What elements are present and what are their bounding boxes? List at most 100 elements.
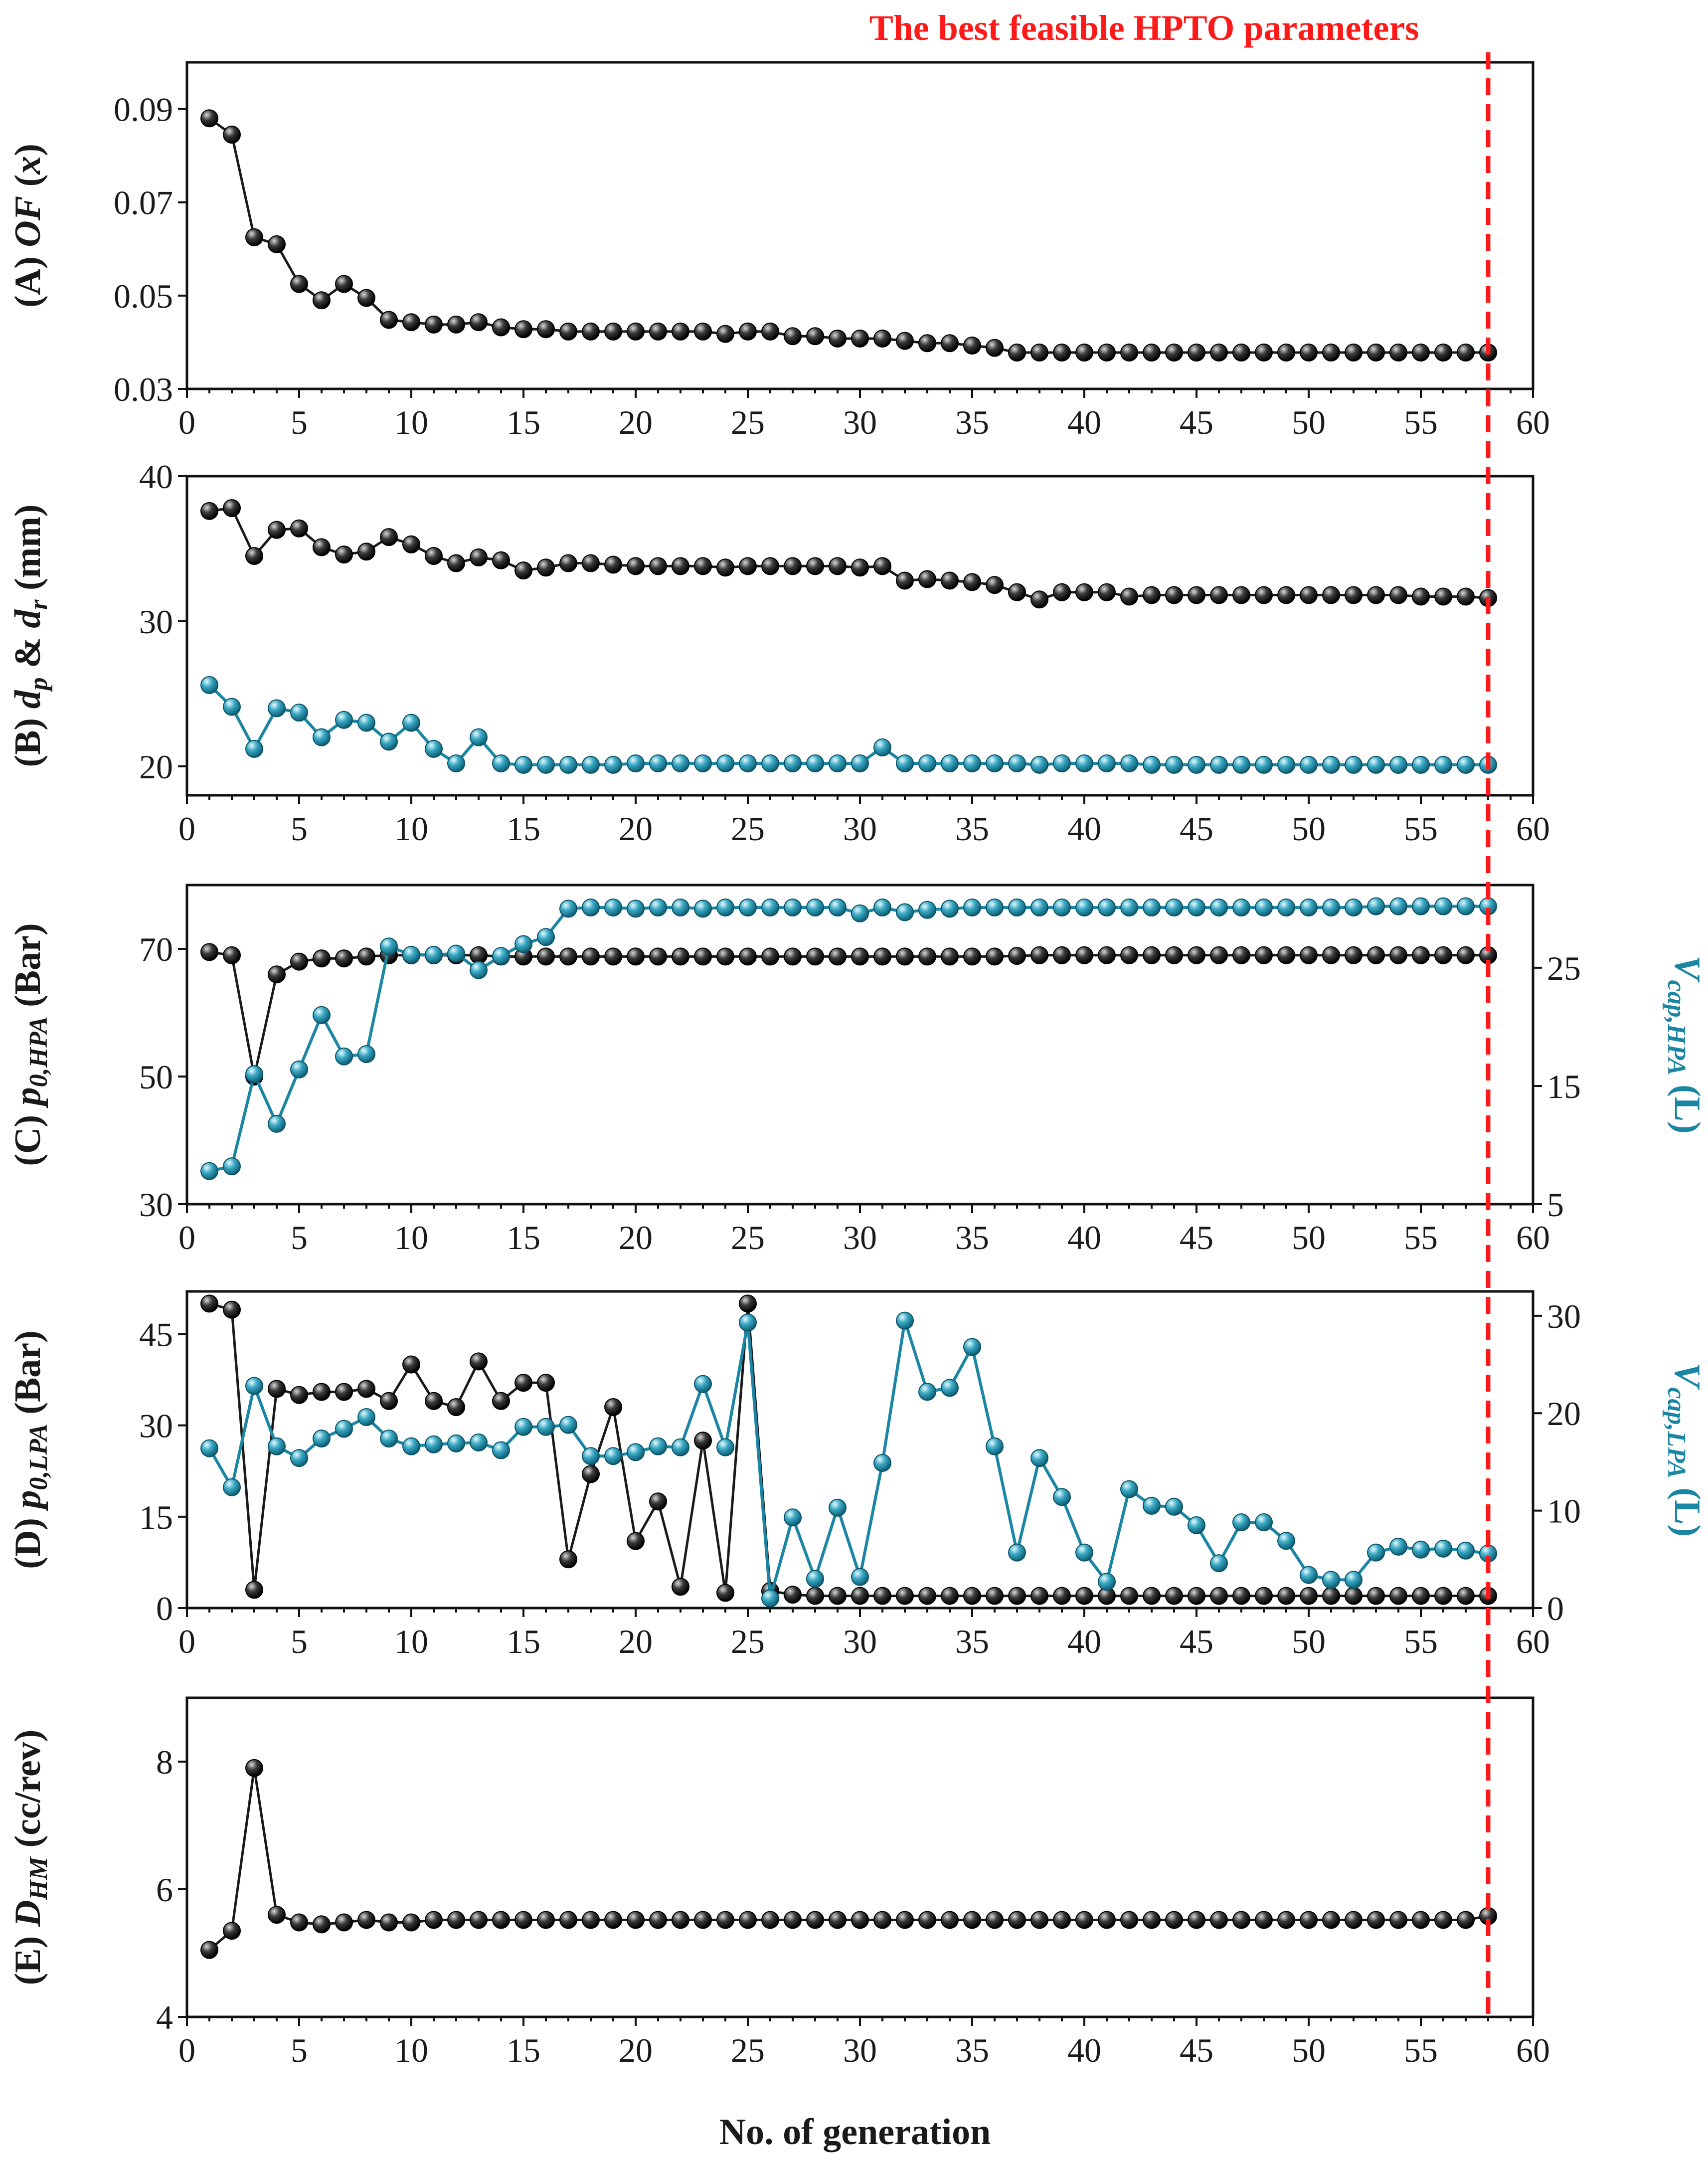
data-point bbox=[200, 1162, 218, 1180]
data-point bbox=[1367, 897, 1385, 915]
data-point bbox=[1030, 590, 1048, 609]
data-point bbox=[1255, 1587, 1273, 1605]
data-point bbox=[380, 1392, 398, 1410]
data-point bbox=[402, 535, 420, 553]
plot-frame bbox=[185, 1290, 1535, 1610]
data-point bbox=[313, 1383, 331, 1401]
y-axis-label: (A) OF (x) bbox=[7, 144, 48, 308]
data-point bbox=[649, 557, 667, 575]
data-point bbox=[716, 754, 734, 772]
series-line bbox=[208, 1319, 1489, 1600]
panel-a-objective-function: 0 5 10 15 20 25 30 35 40 45 50 55 60 0.03 0.05 0.07 0.09… bbox=[7, 61, 1550, 441]
y-tick-label: 0.05 bbox=[114, 277, 173, 315]
y-tick-label: 30 bbox=[139, 1407, 173, 1445]
data-point bbox=[941, 900, 959, 918]
data-point bbox=[1188, 946, 1205, 964]
data-point bbox=[1008, 754, 1026, 772]
data-point bbox=[245, 1065, 263, 1083]
data-point bbox=[829, 1911, 847, 1929]
x-tick-label: 30 bbox=[843, 1623, 877, 1660]
x-tick-label: 10 bbox=[394, 1623, 428, 1660]
data-point bbox=[941, 1587, 959, 1605]
data-point bbox=[425, 547, 443, 565]
data-point bbox=[716, 1911, 734, 1929]
x-tick-label: 20 bbox=[619, 2031, 653, 2069]
data-point bbox=[1075, 754, 1093, 772]
data-point bbox=[268, 235, 286, 253]
data-point bbox=[761, 899, 779, 917]
data-point bbox=[918, 1911, 936, 1929]
data-point bbox=[739, 1911, 757, 1929]
data-point bbox=[223, 126, 241, 144]
data-point bbox=[1120, 344, 1138, 362]
x-tick-label: 60 bbox=[1516, 403, 1550, 441]
data-point bbox=[1008, 1587, 1026, 1605]
data-point bbox=[357, 947, 375, 966]
data-point bbox=[873, 1587, 891, 1605]
data-point bbox=[1188, 755, 1205, 774]
data-point bbox=[672, 947, 689, 966]
x-tick-label: 45 bbox=[1180, 1623, 1213, 1660]
data-point bbox=[1322, 586, 1340, 604]
y-tick-label: 4 bbox=[156, 1998, 173, 2036]
data-point bbox=[582, 1911, 600, 1929]
x-tick-label: 15 bbox=[507, 2031, 540, 2069]
data-point bbox=[1255, 586, 1273, 604]
data-point bbox=[357, 1408, 375, 1427]
data-point bbox=[357, 289, 375, 307]
data-point bbox=[1030, 1587, 1048, 1605]
data-point bbox=[761, 557, 779, 575]
data-point bbox=[1367, 344, 1385, 362]
data-point bbox=[245, 739, 263, 758]
data-point bbox=[896, 332, 914, 350]
x-tick-label: 10 bbox=[394, 403, 428, 441]
data-point bbox=[986, 576, 1004, 594]
data-point bbox=[1345, 586, 1363, 604]
data-point bbox=[380, 1913, 398, 1932]
data-point bbox=[1389, 1537, 1407, 1556]
data-point bbox=[1098, 583, 1116, 601]
data-point bbox=[986, 1437, 1004, 1455]
series-line bbox=[209, 950, 1488, 1078]
data-point bbox=[245, 1377, 263, 1395]
x-tick-label: 40 bbox=[1067, 1219, 1101, 1257]
data-point bbox=[492, 754, 510, 772]
x-tick-label: 35 bbox=[955, 403, 989, 441]
x-tick-label: 20 bbox=[619, 1219, 653, 1257]
data-point bbox=[582, 1447, 600, 1465]
data-point bbox=[873, 1453, 891, 1472]
data-point bbox=[245, 228, 263, 246]
data-point bbox=[829, 1587, 847, 1605]
data-point bbox=[716, 899, 734, 917]
series-p0-lpa bbox=[200, 1294, 1497, 1605]
x-tick-label: 45 bbox=[1180, 403, 1213, 441]
data-point bbox=[829, 754, 847, 772]
data-point bbox=[963, 899, 981, 917]
data-point bbox=[582, 755, 600, 774]
y-tick-label: 0 bbox=[156, 1590, 173, 1627]
data-point bbox=[761, 754, 779, 772]
x-tick-label: 0 bbox=[178, 810, 195, 848]
data-point bbox=[941, 1911, 959, 1929]
data-point bbox=[784, 557, 802, 575]
data-point bbox=[1232, 1911, 1250, 1929]
data-point bbox=[357, 1045, 375, 1063]
data-point bbox=[806, 1587, 824, 1605]
data-point bbox=[672, 322, 689, 341]
data-point bbox=[1143, 1587, 1161, 1605]
x-tick-label: 50 bbox=[1292, 1623, 1326, 1660]
data-point bbox=[313, 538, 331, 556]
data-point bbox=[672, 1578, 689, 1596]
data-point bbox=[514, 1418, 532, 1436]
data-point bbox=[896, 1587, 914, 1605]
x-tick-label: 25 bbox=[731, 2031, 765, 2069]
data-point bbox=[1300, 1911, 1318, 1929]
data-point bbox=[806, 754, 824, 772]
data-point bbox=[829, 899, 847, 917]
series-line bbox=[208, 1767, 1489, 1951]
series-line bbox=[209, 904, 1488, 1173]
data-point bbox=[1210, 755, 1228, 774]
x-tick-label: 30 bbox=[843, 1219, 877, 1257]
data-point bbox=[290, 1386, 308, 1404]
